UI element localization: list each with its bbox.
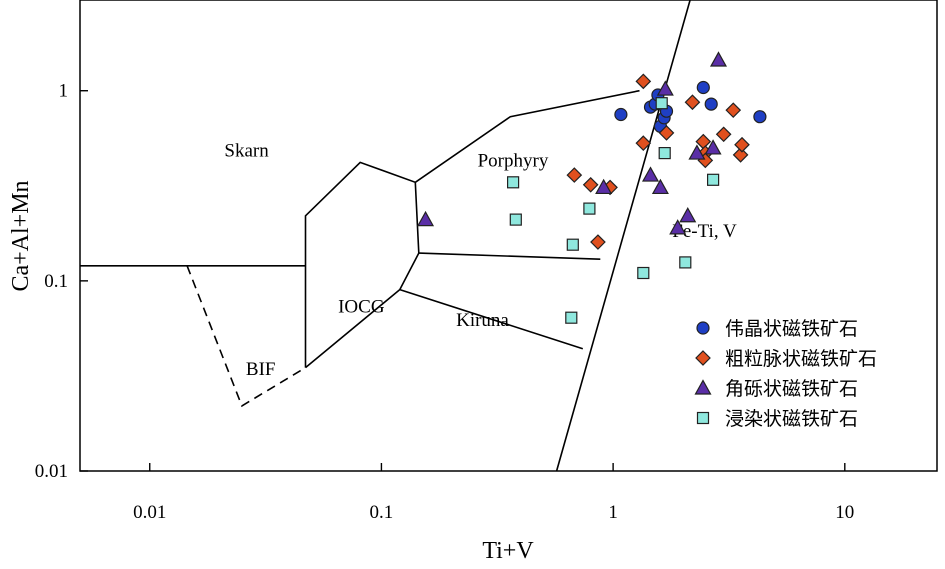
region-label: IOCG (338, 297, 385, 318)
x-tick-label: 0.01 (133, 502, 166, 523)
data-point-triangle (417, 210, 435, 227)
data-point-diamond (566, 167, 583, 183)
data-point-triangle (709, 51, 728, 67)
data-point-square (658, 147, 671, 160)
data-point-triangle (688, 144, 706, 160)
data-point-square (679, 256, 692, 269)
legend-label: 粗粒脉状磁铁矿石 (725, 348, 877, 370)
data-point-square (507, 176, 520, 189)
data-point-square (509, 213, 522, 226)
boundary-kiruna-lower (399, 288, 584, 350)
data-point-diamond (590, 234, 606, 250)
data-point-diamond (715, 126, 732, 143)
data-point-diamond (582, 176, 599, 193)
data-point-triangle (656, 80, 674, 96)
legend-label: 角砾状磁铁矿石 (725, 378, 858, 400)
x-axis-ticks: 0.01 0.1 1 10 (133, 463, 854, 523)
data-point-diamond (734, 136, 750, 153)
x-axis-label: Ti+V (482, 538, 534, 564)
legend-swatch-triangle (694, 379, 712, 395)
x-tick-label: 1 (608, 502, 618, 523)
boundary-bif-dashed (186, 265, 306, 408)
region-labels: Skarn IOCG BIF Kiruna Porphyry Fe-Ti, V (224, 141, 737, 380)
data-point-triangle (669, 219, 687, 235)
y-axis-label: Ca+Al+Mn (8, 180, 34, 291)
legend-swatch-square (696, 411, 710, 425)
data-point-diamond (635, 135, 652, 151)
data-point-square (565, 311, 578, 324)
plot-frame (79, 0, 938, 472)
y-tick-label: 1 (59, 81, 69, 102)
data-point-circle (614, 107, 628, 122)
data-point-triangle (679, 207, 697, 223)
data-point-triangle (595, 178, 613, 195)
region-label: Porphyry (478, 150, 549, 171)
y-tick-label: 0.01 (35, 461, 68, 482)
data-point-diamond (725, 102, 742, 119)
legend-swatch-circle (696, 321, 710, 335)
data-point-square (655, 97, 668, 110)
boundary-fe-ti-divider (555, 0, 691, 472)
y-axis-ticks: 0.01 0.1 1 (35, 81, 88, 482)
data-markers (417, 51, 767, 324)
data-point-square (706, 173, 720, 186)
legend-label: 浸染状磁铁矿石 (725, 408, 858, 430)
data-point-diamond (732, 146, 749, 163)
data-point-square (637, 266, 650, 280)
data-point-diamond (635, 73, 652, 90)
data-point-triangle (641, 166, 660, 182)
legend-label: 伟晶状磁铁矿石 (725, 318, 858, 340)
data-point-square (583, 202, 596, 215)
legend-swatch-diamond (695, 350, 711, 366)
data-point-triangle (651, 178, 669, 195)
region-label: Skarn (224, 141, 269, 162)
y-tick-label: 0.1 (44, 271, 68, 292)
data-point-circle (753, 110, 767, 124)
x-tick-label: 10 (835, 502, 854, 523)
data-point-diamond (684, 94, 701, 111)
data-point-circle (704, 97, 718, 111)
x-tick-label: 0.1 (370, 502, 394, 523)
region-label: Fe-Ti, V (672, 221, 737, 242)
data-point-diamond (658, 125, 675, 141)
region-label: BIF (246, 359, 276, 380)
region-label: Kiruna (456, 310, 509, 331)
data-point-triangle (704, 139, 722, 155)
data-point-square (566, 238, 579, 251)
boundary-porphyry-upper (414, 89, 640, 183)
boundary-porphyry-kiruna-divider (418, 252, 601, 260)
boundary-lines (80, 0, 691, 472)
data-point-circle (696, 80, 710, 95)
